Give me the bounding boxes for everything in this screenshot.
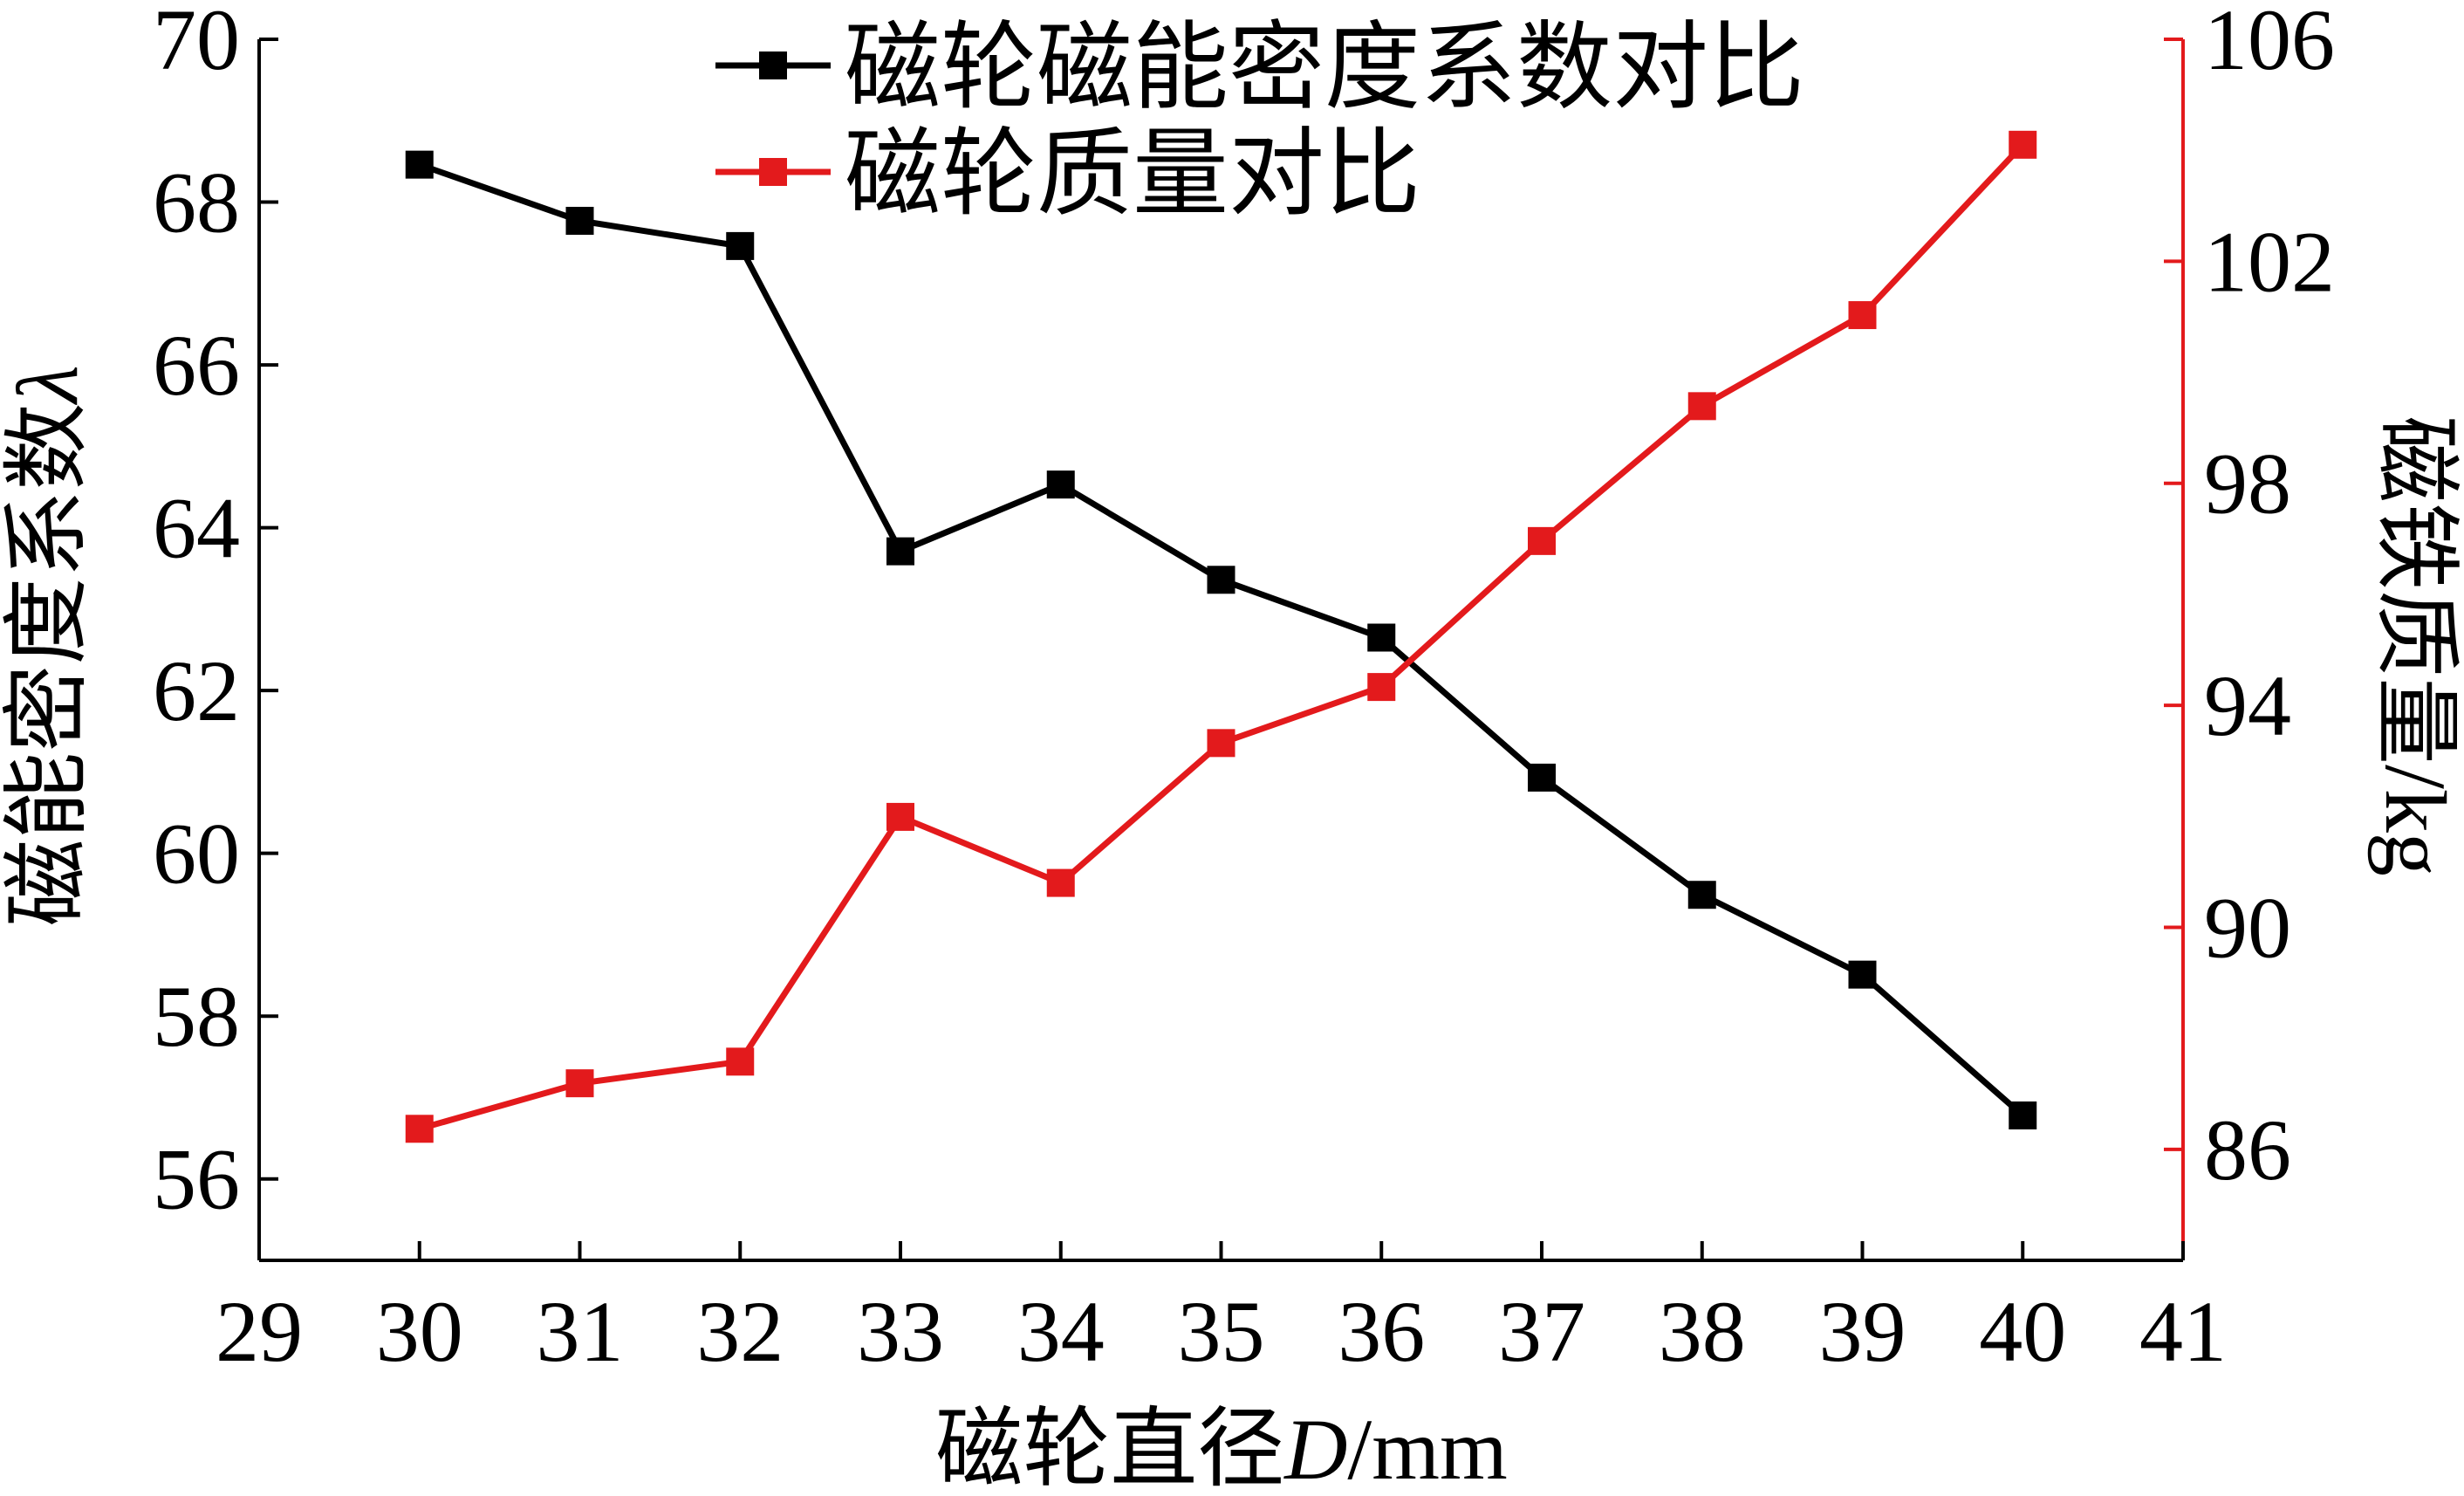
data-point (565, 1069, 594, 1098)
x-tick-label: 40 (1979, 1283, 2066, 1380)
series-2 (405, 130, 2037, 1143)
y-left-tick-label: 66 (153, 317, 240, 414)
data-point (726, 1047, 755, 1076)
axes: 29 30 31 32 33 34 35 36 37 38 39 40 41 56 58 60 62 64 66 68… (153, 0, 2335, 1380)
data-point (1848, 301, 1877, 330)
data-point (2009, 1101, 2037, 1129)
legend-marker (759, 51, 787, 79)
y-left-tick-label: 68 (153, 154, 240, 251)
y-left-tick-label: 62 (153, 642, 240, 739)
y-axis-right-title: 磁铁质量/kg (2367, 415, 2464, 876)
x-tick-label: 38 (1659, 1283, 1746, 1380)
series-1 (405, 150, 2037, 1129)
data-point (1046, 868, 1075, 897)
data-point (405, 150, 434, 179)
data-point (1207, 566, 1235, 594)
y-right-tick-label: 86 (2204, 1101, 2291, 1198)
x-tick-label: 34 (1017, 1283, 1105, 1380)
data-point (1687, 881, 1716, 909)
x-axis-title: 磁轮直径D/mm (935, 1401, 1508, 1496)
y-left-tick-label: 70 (153, 0, 240, 88)
data-point (726, 231, 755, 260)
series-line (418, 161, 2025, 1118)
x-tick-label: 33 (857, 1283, 944, 1380)
x-tick-label: 36 (1338, 1283, 1425, 1380)
data-point (886, 537, 914, 566)
x-tick-label: 31 (537, 1283, 624, 1380)
data-point (886, 802, 914, 831)
data-point (405, 1115, 434, 1143)
y-left-tick-label: 60 (153, 806, 240, 902)
x-tick-label: 41 (2139, 1283, 2227, 1380)
legend-marker (759, 158, 787, 186)
data-point (565, 206, 594, 235)
legend-item: 磁轮质量对比 (715, 121, 1420, 228)
x-tick-label: 30 (376, 1283, 463, 1380)
y-left-tick-label: 58 (153, 968, 240, 1065)
y-right-tick-label: 94 (2204, 657, 2291, 754)
y-right-tick-label: 102 (2204, 213, 2335, 310)
legend-label: 磁轮质量对比 (845, 121, 1420, 228)
legend-item: 磁轮磁能密度系数对比 (715, 15, 1804, 121)
data-point (1528, 763, 1556, 792)
x-tick-label: 29 (216, 1283, 303, 1380)
data-point (1046, 470, 1075, 499)
y-right-tick-label: 98 (2204, 436, 2291, 532)
y-right-tick-label: 106 (2204, 0, 2335, 88)
data-point (1687, 392, 1716, 421)
y-left-tick-label: 64 (153, 480, 240, 577)
legend-label: 磁轮磁能密度系数对比 (845, 15, 1804, 121)
x-tick-label: 37 (1498, 1283, 1585, 1380)
data-point (1207, 729, 1235, 758)
series-layer (405, 130, 2037, 1143)
x-tick-label: 39 (1819, 1283, 1906, 1380)
y-axis-left-title: 磁能密度系数λ (0, 365, 96, 926)
y-right-tick-label: 90 (2204, 879, 2291, 976)
data-point (1528, 526, 1556, 555)
x-tick-label: 35 (1178, 1283, 1265, 1380)
data-point (2009, 130, 2037, 159)
x-tick-label: 32 (696, 1283, 784, 1380)
series-line (418, 142, 2025, 1132)
data-point (1367, 673, 1396, 702)
y-left-tick-label: 56 (153, 1131, 240, 1228)
data-point (1848, 960, 1877, 989)
data-point (1367, 623, 1396, 652)
